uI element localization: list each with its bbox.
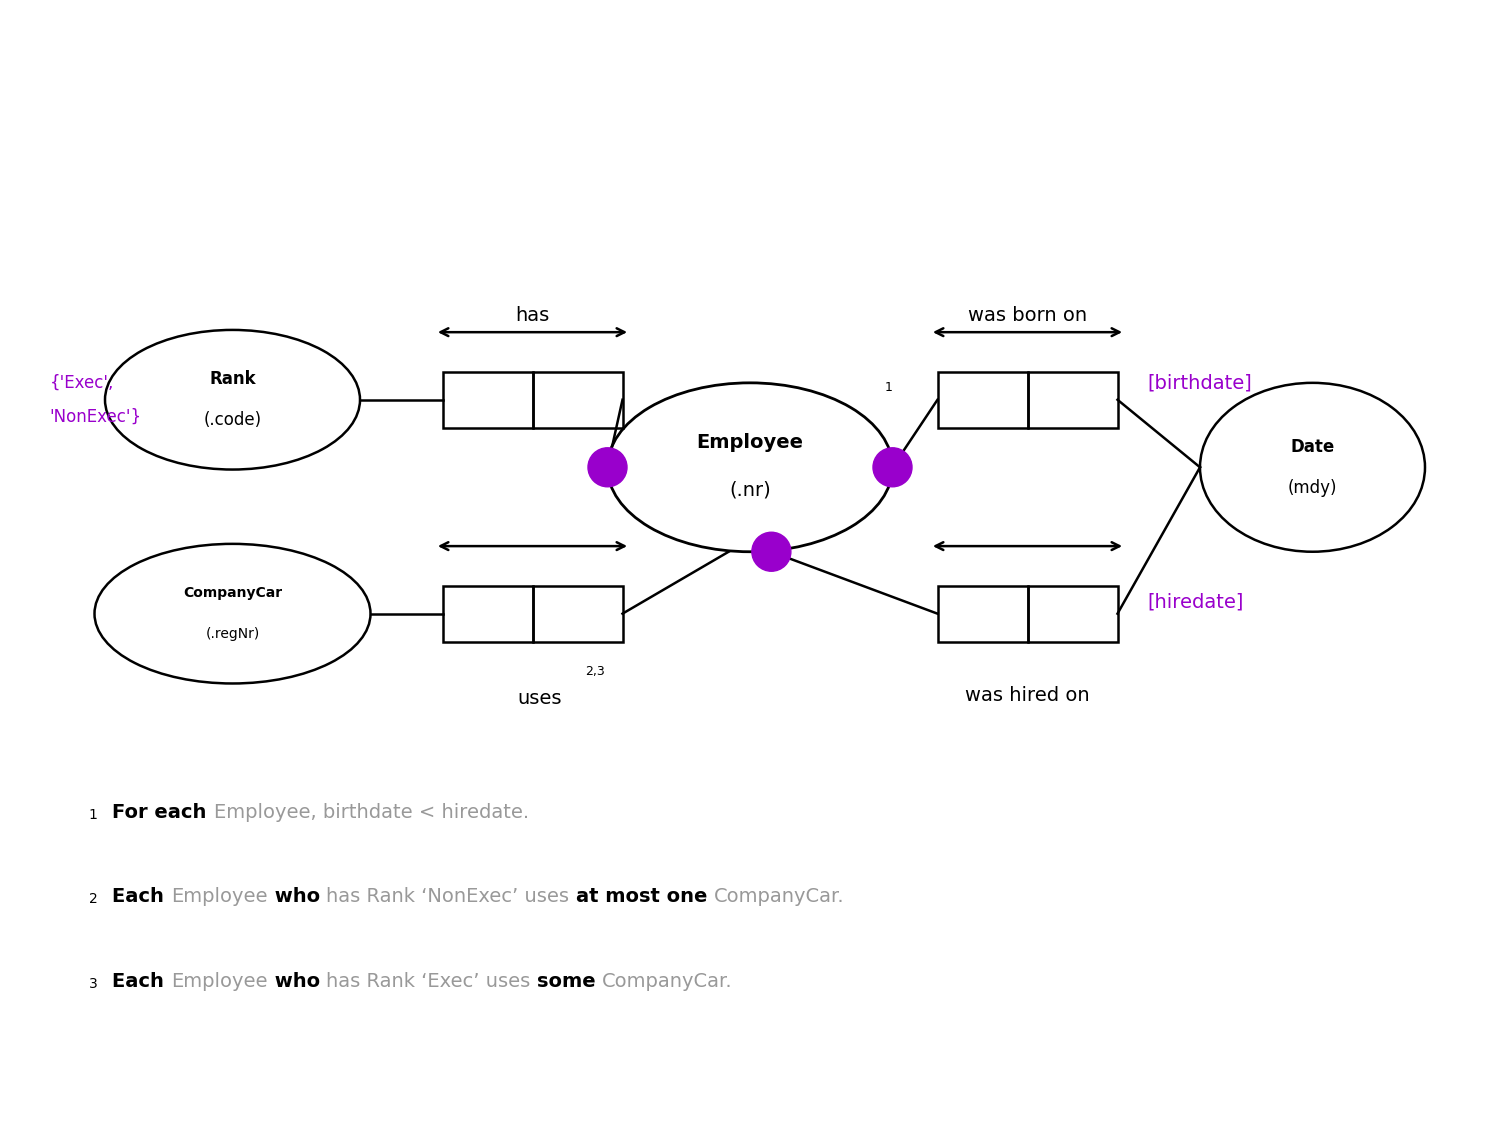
Text: CompanyCar: CompanyCar [183,587,282,600]
Text: who: who [267,972,327,991]
Text: CompanyCar.: CompanyCar. [603,972,734,991]
Text: 'NonExec'}: 'NonExec'} [50,408,141,426]
Text: 2: 2 [88,893,98,906]
Text: Employee: Employee [696,434,804,452]
Text: 3: 3 [88,977,98,991]
Text: CompanyCar.: CompanyCar. [714,887,844,906]
Text: (.regNr): (.regNr) [206,627,260,641]
Bar [1028,586,1118,642]
Text: 1: 1 [885,381,892,394]
Text: Date: Date [1290,438,1335,456]
Text: uses: uses [518,689,562,707]
Text: was born on: was born on [968,306,1088,324]
Text: Employee: Employee [171,972,267,991]
Bar [532,372,622,428]
Bar [938,586,1028,642]
Ellipse shape [588,448,627,486]
Text: (.code): (.code) [204,411,261,429]
Text: (mdy): (mdy) [1287,479,1338,497]
Text: [birthdate]: [birthdate] [1148,374,1252,392]
Ellipse shape [873,448,912,486]
Text: Each: Each [112,972,171,991]
Text: has Rank ‘NonExec’ uses: has Rank ‘NonExec’ uses [327,887,576,906]
Bar [442,586,532,642]
Text: Employee: Employee [171,887,267,906]
Text: (.nr): (.nr) [729,481,771,499]
Text: who: who [267,887,327,906]
Bar [938,372,1028,428]
Text: has: has [516,306,549,324]
Text: some: some [537,972,603,991]
Text: at most one: at most one [576,887,714,906]
Bar [532,586,622,642]
Text: {'Exec',: {'Exec', [50,374,114,392]
Text: 1: 1 [88,808,98,822]
Bar [442,372,532,428]
Text: 2,3: 2,3 [585,664,604,678]
Text: Rank: Rank [209,370,256,388]
Text: was hired on: was hired on [964,687,1090,705]
Text: Employee, birthdate < hiredate.: Employee, birthdate < hiredate. [213,803,528,822]
Ellipse shape [752,533,790,571]
Text: has Rank ‘Exec’ uses: has Rank ‘Exec’ uses [327,972,537,991]
Text: [hiredate]: [hiredate] [1148,593,1244,611]
Text: Each: Each [112,887,171,906]
Bar [1028,372,1118,428]
Text: For each: For each [112,803,213,822]
